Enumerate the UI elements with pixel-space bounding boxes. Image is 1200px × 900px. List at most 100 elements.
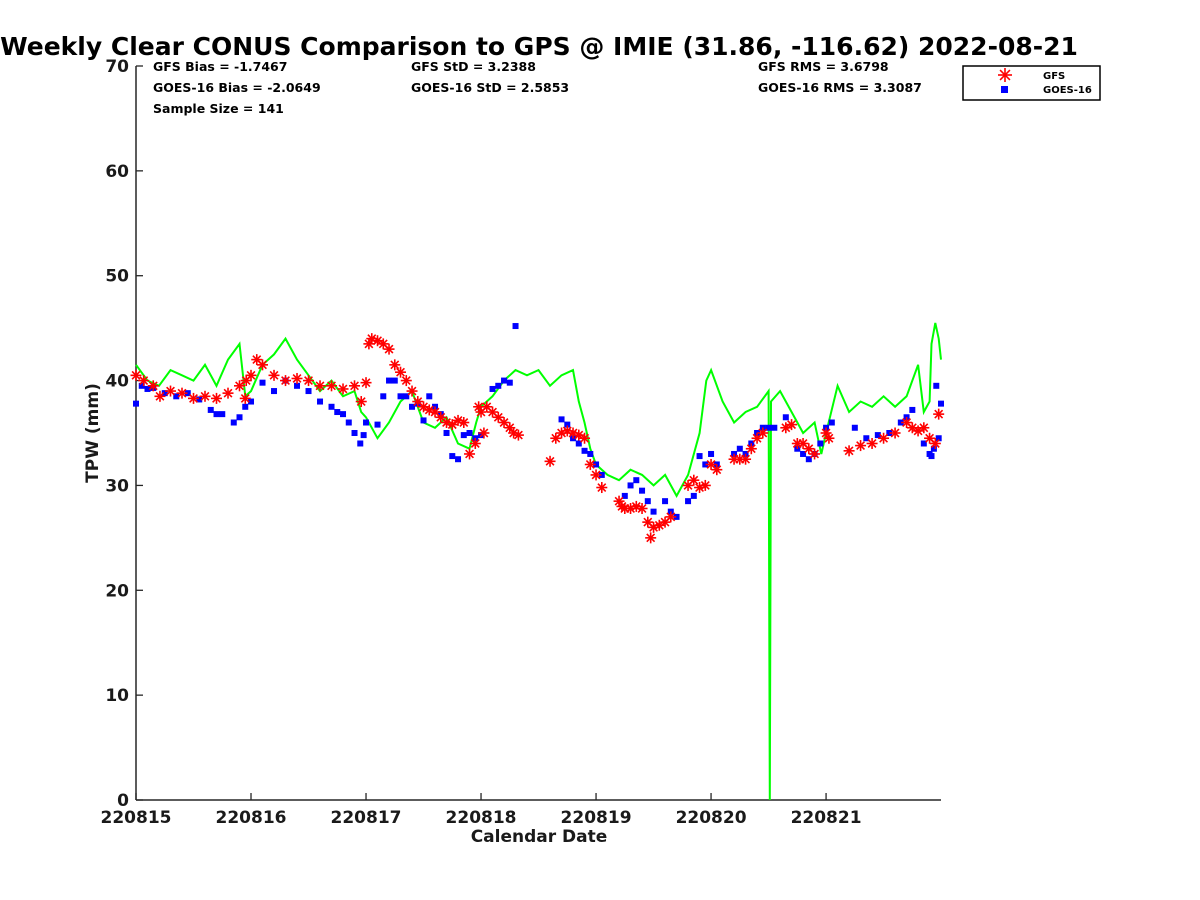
goes16-point: [805, 456, 812, 463]
gfs-point: [590, 469, 602, 481]
gfs-point: [688, 474, 700, 486]
gfs-point: [478, 427, 490, 439]
y-tick-label: 30: [105, 476, 129, 496]
y-axis-label: TPW (mm): [83, 383, 103, 483]
gfs-point: [809, 448, 821, 460]
gfs-point: [579, 432, 591, 444]
chart-title: Weekly Clear CONUS Comparison to GPS @ I…: [0, 32, 1078, 61]
y-tick-label: 40: [105, 372, 129, 392]
goes16-point: [236, 414, 243, 421]
x-tick-label: 220819: [561, 808, 632, 828]
gfs-point: [745, 443, 757, 455]
goes16-point: [397, 393, 404, 400]
y-tick-label: 10: [105, 686, 129, 706]
goes16-point: [851, 424, 858, 431]
goes16-point: [593, 461, 600, 468]
gfs-point: [130, 369, 142, 381]
goes16-point: [173, 393, 180, 400]
goes16-point: [230, 419, 237, 426]
gfs-point: [740, 453, 752, 465]
goes16-point: [673, 513, 680, 520]
x-tick-label: 220820: [676, 808, 747, 828]
goes16-point: [564, 421, 571, 428]
goes16-point: [144, 385, 151, 392]
gfs-rms-stat: GFS RMS = 3.6798: [758, 59, 889, 74]
goes16-point: [242, 403, 249, 410]
goes16-point: [598, 471, 605, 478]
gfs-point: [406, 385, 418, 397]
goes16-point: [685, 498, 692, 505]
goes16-point: [938, 400, 944, 407]
goes16-point: [345, 419, 352, 426]
sample-size-stat: Sample Size = 141: [153, 101, 284, 116]
gfs-point: [147, 380, 159, 392]
goes16-point: [363, 419, 370, 426]
gfs-point: [878, 432, 890, 444]
gfs-point: [383, 343, 395, 355]
goes16-point: [420, 417, 427, 424]
goes16-point: [489, 385, 496, 392]
gfs-point: [512, 429, 524, 441]
gfs-point: [929, 437, 941, 449]
goes16-point: [662, 498, 669, 505]
goes16-point: [460, 432, 467, 439]
goes16-point: [587, 450, 594, 457]
goes16-point: [495, 382, 502, 389]
gfs-point: [154, 390, 166, 402]
goes16-point: [351, 430, 358, 436]
y-tick-label: 60: [105, 162, 129, 182]
gfs-point: [544, 455, 556, 467]
gfs-point: [504, 422, 516, 434]
goes16-point: [909, 406, 916, 413]
goes16-point: [380, 393, 387, 400]
goes16-point: [294, 382, 301, 389]
goes16-point: [259, 379, 266, 386]
y-tick-label: 70: [105, 57, 129, 77]
gfs-point: [584, 458, 596, 470]
goes16-point: [736, 445, 743, 452]
goes16-point: [828, 419, 835, 426]
goes16-point: [765, 424, 772, 431]
legend-gfs-asterisk: [998, 68, 1012, 82]
gfs-point: [458, 417, 470, 429]
gfs-point: [257, 359, 269, 371]
goes16-point: [161, 390, 168, 397]
goes16-point: [334, 409, 341, 416]
gfs-point: [596, 482, 608, 494]
gfs-point: [389, 359, 401, 371]
goes16-point: [391, 377, 398, 384]
stats-block: GFS Bias = -1.7467 GOES-16 Bias = -2.064…: [153, 59, 922, 116]
goes16-point: [219, 411, 226, 418]
gfs-point: [933, 408, 945, 420]
goes16-point: [133, 400, 139, 407]
gfs-point: [360, 377, 372, 389]
goes16-point: [501, 377, 508, 384]
gfs-point: [446, 419, 458, 431]
y-tick-label: 20: [105, 581, 129, 601]
gfs-point: [400, 375, 412, 387]
gfs-point: [699, 479, 711, 491]
legend-box: [962, 65, 1101, 101]
goes16-point: [506, 379, 513, 386]
gfs-point: [855, 440, 867, 452]
goes16-point: [374, 421, 381, 428]
legend-goes-label: GOES-16: [1043, 85, 1092, 96]
goes16-point: [627, 482, 634, 489]
goes16-point: [271, 388, 278, 395]
goes16-point: [782, 414, 789, 421]
x-tick-label: 220818: [446, 808, 517, 828]
goes16-point: [886, 430, 893, 436]
gfs-point: [636, 502, 648, 514]
gfs-point: [337, 383, 349, 395]
gps-series-line: [135, 322, 942, 801]
goes16-point: [317, 398, 324, 405]
goes16-point: [639, 487, 646, 494]
y-tick-label: 0: [117, 791, 129, 811]
goes16-point: [328, 403, 335, 410]
x-axis: 220815 220816 220817 220818 220819 220820 2208…: [101, 793, 862, 828]
goes16-point: [930, 445, 937, 452]
goes16-point: [455, 456, 462, 463]
goes16-point: [207, 406, 214, 413]
goes16-point: [650, 508, 657, 515]
